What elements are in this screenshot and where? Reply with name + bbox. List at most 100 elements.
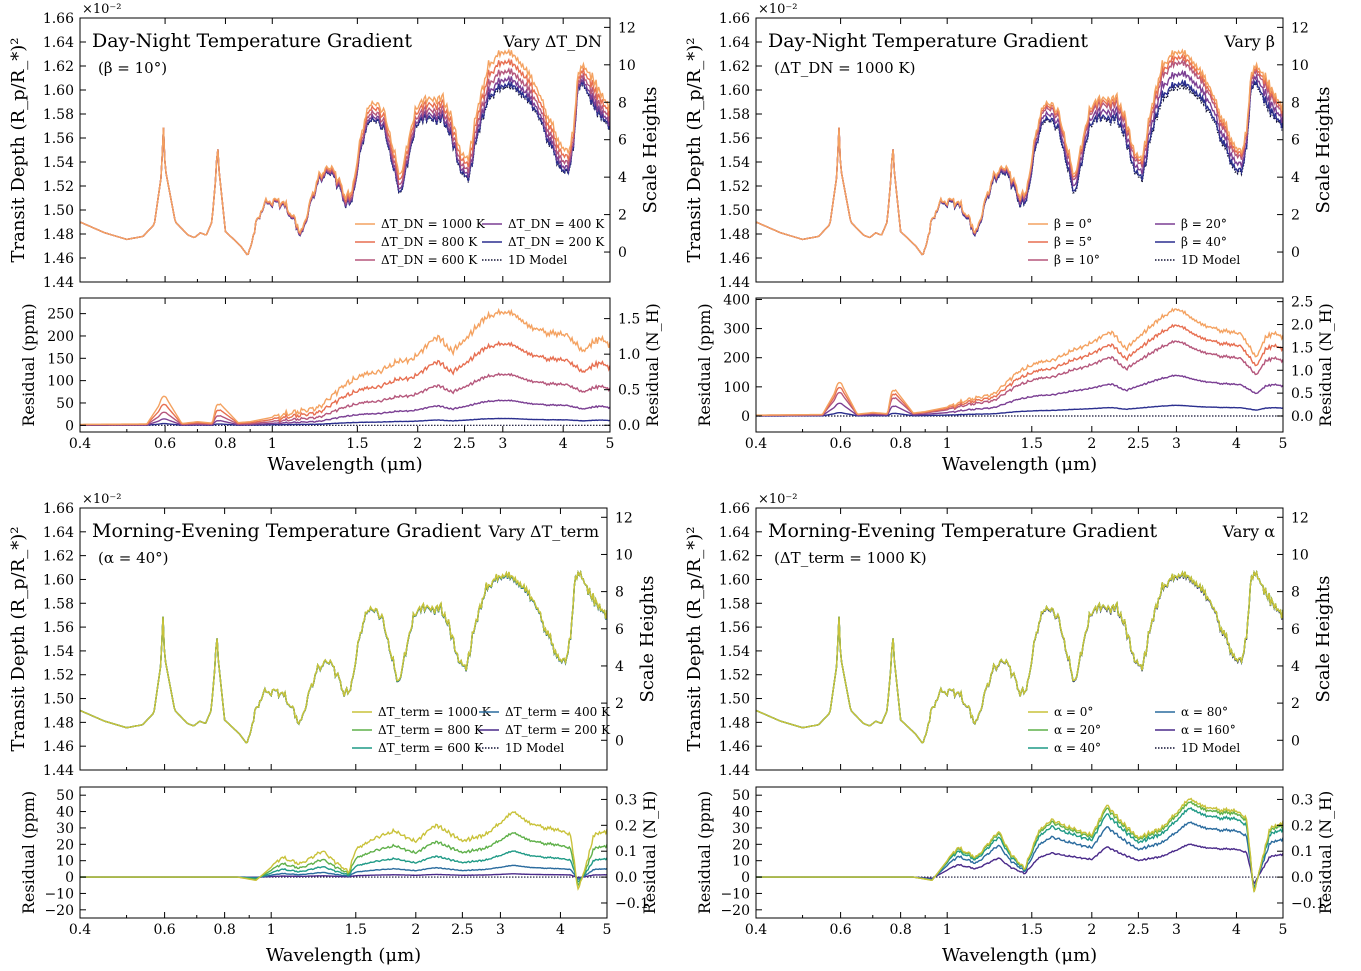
y2-tick-label: 12 [618, 20, 636, 36]
y-tick-label: 1.58 [43, 107, 74, 123]
panel-annotations: Morning-Evening Temperature Gradient Vary… [768, 520, 1275, 567]
residual-y-tick-label: 20 [732, 837, 750, 853]
y2-tick-label: 12 [615, 510, 633, 526]
y-tick-label: 1.46 [43, 739, 74, 755]
y-tick-label: 1.58 [43, 596, 74, 612]
residual-y-tick-label: 40 [56, 805, 74, 821]
x-tick-label: 0.4 [745, 436, 767, 452]
legend-label: β = 10° [1054, 253, 1100, 267]
y-tick-label: 1.66 [43, 11, 74, 27]
residual-y-tick-label: 100 [47, 374, 74, 390]
x-axis-label: Wavelength (μm) [942, 945, 1097, 966]
residual-y-tick-label: −10 [720, 886, 750, 902]
x-tick-label: 1 [267, 922, 276, 938]
y2-tick-label: 10 [1291, 58, 1309, 74]
residual-series-0 [80, 307, 610, 426]
residual-lines [756, 797, 1283, 893]
x-tick-label: 3 [498, 436, 507, 452]
legend: β = 0° β = 5° β = 10° β = 20° β = 40° 1D Mode… [1028, 217, 1240, 267]
x-axis: 0.4 0.6 0.8 1 1.5 2 2.5 3 4 5 Wavelength (μm) [69, 508, 611, 966]
x-tick-label: 1.5 [346, 436, 368, 452]
x-tick-label: 4 [559, 436, 568, 452]
legend-label: ΔT_DN = 200 K [508, 235, 605, 249]
panel-vary-label: Vary α [1222, 522, 1275, 541]
x-tick-label: 5 [1279, 436, 1288, 452]
residual-y-tick-label: 10 [732, 854, 750, 870]
y-axis-main: 1.44 1.46 1.48 1.50 1.52 1.54 1.56 1.58 1.60 1.62… [8, 492, 122, 779]
y2-tick-label: 6 [1291, 622, 1300, 638]
spectrum-lines [756, 569, 1283, 744]
y2-axis-main: 0 2 4 6 8 10 12 Scale Heights [604, 20, 661, 261]
x-tick-label: 0.8 [213, 922, 235, 938]
x-tick-label: 3 [496, 922, 505, 938]
y-tick-label: 1.54 [43, 155, 74, 171]
y-axis-residual: 0 100 200 300 400 Residual (ppm) [695, 292, 762, 427]
y-tick-label: 1.44 [43, 275, 74, 291]
residual-frame [79, 297, 611, 433]
y2-tick-label: 4 [1291, 659, 1300, 675]
y-tick-label: 1.64 [43, 525, 74, 541]
y-axis-main: 1.44 1.46 1.48 1.50 1.52 1.54 1.56 1.58 1.60 1.62… [8, 2, 122, 291]
y2-axis-main: 0 2 4 6 8 10 12 Scale Heights [1277, 20, 1334, 261]
residual-y-tick-label: 300 [723, 322, 750, 338]
y-tick-label: 1.48 [43, 227, 74, 243]
x-tick-label: 2.5 [1127, 436, 1149, 452]
y-tick-label: 1.46 [43, 251, 74, 267]
legend-label: 1D Model [508, 253, 567, 267]
spectrum-lines [80, 48, 610, 256]
y-axis-main: 1.44 1.46 1.48 1.50 1.52 1.54 1.56 1.58 1.60 1.62… [684, 492, 798, 779]
y-tick-label: 1.60 [43, 83, 74, 99]
y2-axis-residual: 0.0 0.5 1.0 1.5 Residual (N_H) [604, 303, 662, 434]
y-tick-label: 1.50 [43, 203, 74, 219]
residual-y2-tick-label: 0.1 [615, 844, 637, 860]
x-tick-label: 0.4 [69, 922, 91, 938]
y2-tick-label: 0 [1291, 245, 1300, 261]
residual-y-tick-label: −10 [44, 886, 74, 902]
y2-axis-label: Scale Heights [637, 576, 658, 703]
y-tick-label: 1.48 [719, 227, 750, 243]
legend-label: ΔT_DN = 800 K [381, 235, 478, 249]
legend-label: ΔT_term = 600 K [378, 741, 484, 755]
y-tick-label: 1.54 [43, 644, 74, 660]
panel-title: Morning-Evening Temperature Gradient [92, 520, 482, 542]
legend-label: β = 5° [1054, 235, 1092, 249]
residual-series-3 [80, 399, 610, 426]
x-tick-label: 2 [1087, 922, 1096, 938]
residual-y-axis-label: Residual (ppm) [695, 303, 714, 426]
legend-label: ΔT_DN = 1000 K [381, 217, 486, 231]
spectrum-series-0 [80, 48, 610, 256]
residual-y2-tick-label: 0.0 [1291, 409, 1313, 425]
y-tick-label: 1.56 [43, 131, 74, 147]
y2-tick-label: 2 [615, 696, 624, 712]
residual-y-axis-label: Residual (ppm) [695, 791, 714, 914]
y-tick-label: 1.64 [43, 35, 74, 51]
residual-y2-axis-label: Residual (N_H) [1316, 791, 1335, 915]
residual-y-tick-label: 40 [732, 805, 750, 821]
y-tick-label: 1.52 [43, 668, 74, 684]
residual-y2-tick-label: 0.3 [1291, 792, 1313, 808]
x-axis: 0.4 0.6 0.8 1 1.5 2 2.5 3 4 5 Wavelength (μm) [69, 18, 614, 475]
residual-y2-tick-label: 0.2 [615, 818, 637, 834]
legend-label: 1D Model [505, 741, 564, 755]
y2-tick-label: 8 [618, 95, 627, 111]
residual-y2-tick-label: 1.5 [618, 312, 640, 328]
residual-y-tick-label: 50 [732, 788, 750, 804]
y-tick-label: 1.54 [719, 644, 750, 660]
spectrum-lines [80, 569, 607, 744]
y-axis-residual: 0 50 100 150 200 250 Residual (ppm) [19, 303, 86, 434]
x-tick-label: 5 [1279, 922, 1288, 938]
x-tick-label: 3 [1172, 436, 1181, 452]
residual-y2-tick-label: 0.3 [615, 792, 637, 808]
y2-axis-residual: −0.1 0.0 0.1 0.2 0.3 Residual (N_H) [601, 791, 659, 914]
legend-label: β = 20° [1181, 217, 1227, 231]
residual-series-1 [80, 340, 610, 426]
x-tick-label: 2.5 [453, 436, 475, 452]
x-tick-label: 1 [943, 436, 952, 452]
y-axis-label: Transit Depth (R_p/R_*)² [8, 527, 29, 752]
y-tick-label: 1.44 [43, 763, 74, 779]
x-tick-label: 4 [1232, 922, 1241, 938]
